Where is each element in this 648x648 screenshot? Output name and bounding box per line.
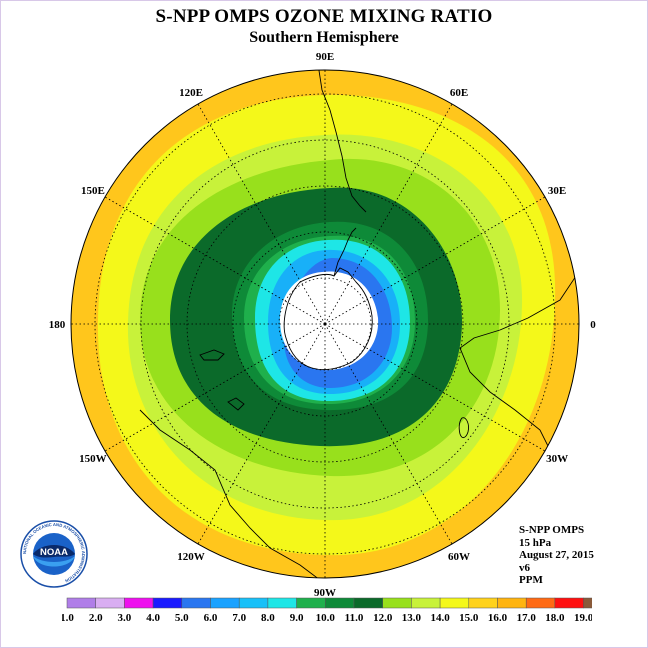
colorbar-swatch: [152, 597, 183, 609]
colorbar-swatch: [439, 597, 470, 609]
colorbar-swatch: [468, 597, 498, 609]
colorbar-label: 15.0: [459, 612, 479, 624]
longitude-label: 30W: [546, 453, 568, 465]
colorbar-swatch: [210, 597, 240, 609]
longitude-label: 120W: [177, 551, 205, 563]
antarctic-peninsula: [333, 227, 357, 277]
info-date: August 27, 2015: [519, 549, 594, 561]
longitude-label: 60E: [450, 87, 468, 99]
australia-coast: [139, 409, 321, 578]
colorbar-label: 18.0: [545, 612, 565, 624]
colorbar-label: 1.0: [62, 612, 74, 624]
colorbar-swatch: [95, 597, 125, 609]
graticule: [71, 70, 579, 578]
colorbar-swatch: [124, 597, 154, 609]
info-version: v6: [519, 561, 530, 574]
colorbar-swatch: [525, 597, 556, 609]
colorbar-swatch: [181, 597, 211, 609]
colorbar-label: 7.0: [232, 612, 246, 624]
longitude-label: 150W: [79, 453, 107, 465]
longitude-label: 180: [49, 319, 66, 331]
map-boundary: [70, 69, 580, 579]
new-zealand-north: [227, 397, 245, 411]
longitude-label: 150E: [81, 185, 105, 197]
coastlines: [139, 70, 579, 578]
madagascar: [458, 417, 469, 439]
colorbar-swatch: [583, 597, 592, 609]
colorbar-label: 9.0: [290, 612, 304, 624]
south-pole-marker: [323, 322, 327, 326]
latitude-circle-60s: [186, 185, 464, 463]
colorbar-label: 14.0: [430, 612, 450, 624]
colorbar-label: 6.0: [204, 612, 218, 624]
colorbar-label: 10.0: [316, 612, 336, 624]
colorbar-label: 5.0: [175, 612, 189, 624]
new-zealand-south: [199, 349, 225, 361]
colorbar-label: 4.0: [146, 612, 160, 624]
colorbar-swatch: [325, 597, 355, 609]
latitude-circle-80s: [278, 277, 372, 371]
longitude-labels: 90W 60W 30W 0 30E 60E 90E 120E 150E 180 150W 120W: [49, 51, 597, 599]
longitude-label: 90W: [314, 587, 336, 599]
colorbar-swatch: [382, 597, 412, 609]
longitude-label: 90E: [316, 51, 334, 63]
longitude-label: 0: [590, 319, 596, 331]
info-instrument: S-NPP OMPS: [519, 524, 585, 536]
longitude-label: 30E: [548, 185, 566, 197]
colorbar: 1.0 2.0 3.0 4.0 5.0 6.0 7.0 8.0 9.0 10.0 11.0 12.0 1…: [62, 597, 592, 624]
colorbar-label: 2.0: [89, 612, 103, 624]
colorbar-label: 19.0: [574, 612, 592, 624]
colorbar-swatch: [411, 597, 441, 609]
colorbar-swatch: [238, 597, 269, 609]
colorbar-label: 12.0: [373, 612, 393, 624]
noaa-logo: NATIONAL OCEANIC AND ATMOSPHERIC ADMINIS…: [20, 520, 88, 588]
info-level: 15 hPa: [519, 536, 552, 549]
longitude-label: 60W: [448, 551, 470, 563]
colorbar-label: 3.0: [118, 612, 132, 624]
colorbar-swatch: [296, 597, 326, 609]
colorbar-swatch: [554, 597, 584, 609]
product-info: S-NPP OMPS 15 hPa August 27, 2015 v6 PPM: [519, 524, 594, 587]
page-title: S-NPP OMPS OZONE MIXING RATIO: [155, 6, 493, 27]
colorbar-label: 11.0: [345, 612, 364, 624]
antarctica-coast: [283, 267, 373, 371]
colorbar-swatch: [66, 597, 96, 609]
logo-text: NOAA: [40, 547, 68, 558]
colorbar-label: 13.0: [402, 612, 422, 624]
info-units: PPM: [519, 574, 543, 586]
colorbar-label: 16.0: [488, 612, 508, 624]
longitude-label: 120E: [179, 87, 203, 99]
colorbar-label: 8.0: [261, 612, 275, 624]
colorbar-swatch: [497, 597, 527, 609]
page-subtitle: Southern Hemisphere: [249, 29, 399, 46]
south-america-coast: [317, 70, 367, 213]
colorbar-swatch: [353, 597, 383, 609]
africa-coast: [459, 269, 579, 471]
colorbar-label: 17.0: [517, 612, 537, 624]
colorbar-swatch: [267, 597, 297, 609]
no-data-polar-night: [280, 271, 379, 371]
latitude-circle-40s: [94, 93, 556, 555]
